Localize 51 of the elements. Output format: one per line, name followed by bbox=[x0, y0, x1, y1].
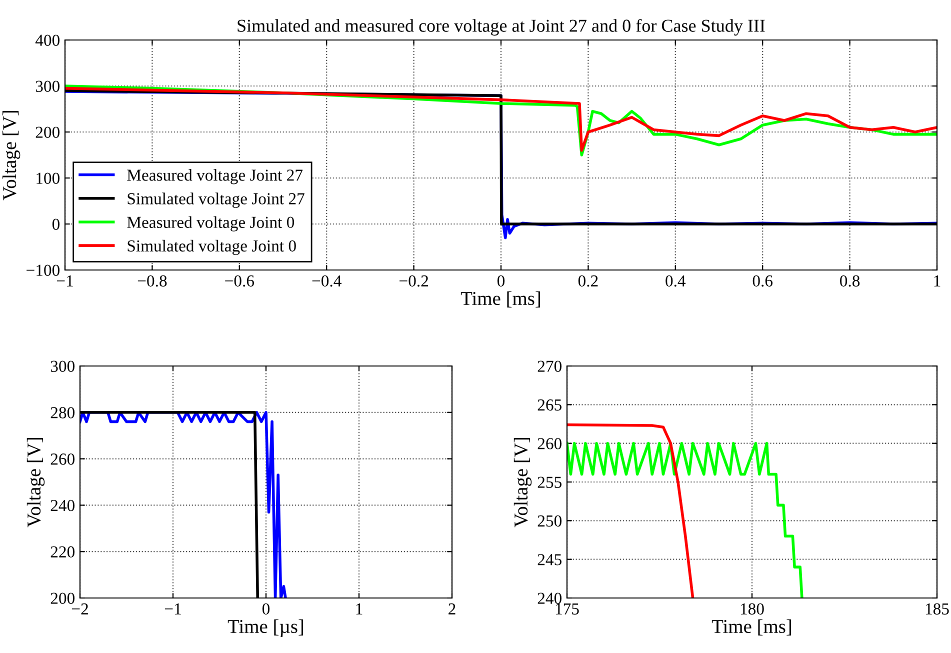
legend-label: Measured voltage Joint 27 bbox=[127, 169, 303, 184]
y-axis-title: Voltage [V] bbox=[26, 438, 45, 528]
y-tick-label: 255 bbox=[538, 476, 562, 488]
y-tick-label: 265 bbox=[538, 399, 562, 411]
x-tick-label: 1 bbox=[356, 603, 362, 614]
y-tick-label: 250 bbox=[538, 515, 562, 527]
y-tick-label: 220 bbox=[50, 546, 75, 558]
y-tick-label: 245 bbox=[538, 554, 562, 566]
legend-label: Simulated voltage Joint 27 bbox=[128, 192, 304, 208]
y-tick-label: 200 bbox=[50, 592, 75, 604]
x-tick-label: 2 bbox=[448, 603, 456, 614]
y-tick-label: 270 bbox=[538, 360, 562, 372]
x-tick-label: 0 bbox=[262, 603, 270, 615]
y-tick-label: 280 bbox=[50, 407, 75, 418]
y-tick-label: 300 bbox=[50, 360, 75, 372]
y-tick-label: 240 bbox=[538, 592, 562, 604]
x-tick-label: −0.6 bbox=[225, 275, 254, 287]
legend-label: Measured voltage Joint 0 bbox=[127, 216, 294, 232]
chart-title: Simulated and measured core voltage at Joint 27 and 0 for Case Study III bbox=[238, 18, 765, 36]
x-axis-title: Time [ms] bbox=[712, 619, 791, 636]
y-tick-label: 100 bbox=[36, 172, 60, 184]
x-tick-label: 0.4 bbox=[666, 275, 686, 287]
line-series bbox=[567, 442, 804, 598]
line-series bbox=[567, 423, 694, 598]
y-tick-label: 300 bbox=[36, 80, 60, 92]
y-tick-label: 400 bbox=[35, 34, 60, 46]
x-tick-label: −2 bbox=[72, 603, 88, 614]
y-tick-label: 240 bbox=[50, 500, 75, 512]
x-tick-label: 0.6 bbox=[752, 275, 773, 287]
x-tick-label: 1 bbox=[934, 275, 940, 286]
x-tick-label: 0.2 bbox=[578, 275, 598, 287]
x-tick-label: 180 bbox=[740, 603, 764, 615]
x-tick-label: 175 bbox=[556, 603, 579, 615]
y-tick-label: 0 bbox=[52, 218, 60, 230]
x-tick-label: −1 bbox=[56, 275, 73, 286]
legend-label: Simulated voltage Joint 0 bbox=[128, 240, 296, 255]
x-tick-label: −0.4 bbox=[312, 275, 342, 287]
y-tick-label: 260 bbox=[50, 454, 75, 465]
x-tick-label: 0.8 bbox=[840, 275, 860, 287]
x-tick-label: 185 bbox=[926, 603, 949, 615]
y-axis-title: Voltage [V] bbox=[514, 438, 532, 528]
x-tick-label: −0.2 bbox=[400, 275, 428, 287]
y-tick-label: −100 bbox=[26, 264, 60, 276]
x-tick-label: 0 bbox=[497, 275, 505, 287]
x-tick-label: −0.8 bbox=[138, 275, 167, 287]
y-tick-label: 260 bbox=[538, 438, 562, 450]
x-axis-title: Time [ms] bbox=[460, 291, 540, 308]
y-axis-title: Voltage [V] bbox=[2, 110, 20, 200]
y-tick-label: 200 bbox=[36, 126, 60, 138]
x-tick-label: −1 bbox=[164, 603, 181, 614]
x-axis-title: Time [µs] bbox=[228, 619, 304, 637]
